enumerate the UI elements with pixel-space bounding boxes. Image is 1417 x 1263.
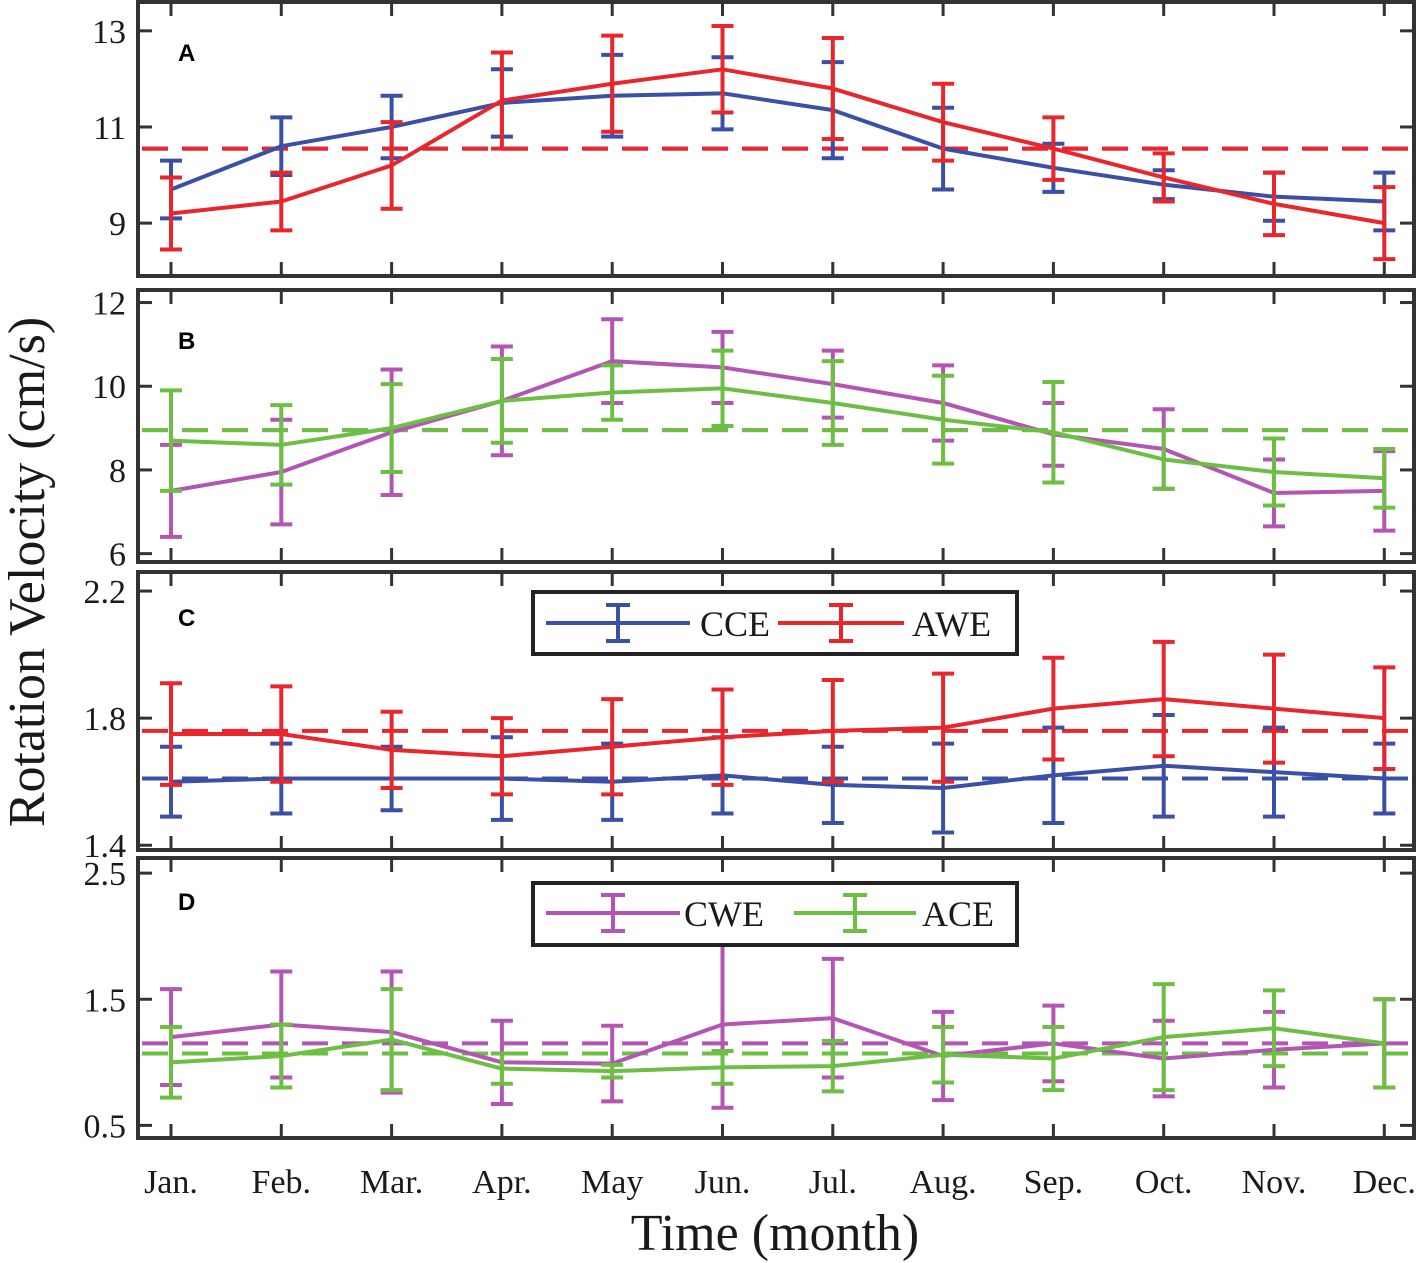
series-line-awe (170, 67, 1385, 226)
panel-a-x-ticks (169, 2, 1386, 276)
panel-d-plot-area (142, 939, 1410, 1110)
series-line-cwe (170, 1016, 1385, 1066)
series-line-awe (171, 697, 1385, 759)
x-axis-month-labels: Jan. Feb. Mar. Apr. May Jun. Jul. Aug. Sep. Oct. N… (144, 1164, 1416, 1201)
y-axis-title: Rotation Velocity (cm/s) (0, 317, 56, 827)
month-label: Sep. (1024, 1164, 1084, 1201)
month-label: Jun. (695, 1164, 751, 1201)
legend-cce-label: CCE (700, 604, 770, 644)
month-label: Mar. (360, 1164, 423, 1201)
series-line-cce (170, 91, 1385, 204)
panel-a-label: A (178, 40, 195, 67)
panel-b-ytick-label: 8 (109, 453, 126, 490)
panel-b-plot-area (142, 317, 1410, 539)
panel-a-ytick-label: 11 (93, 110, 126, 147)
legend-awe-label: AWE (912, 604, 991, 644)
month-label: Oct. (1135, 1164, 1193, 1201)
panel-b-y-axis: 6 8 10 12 (92, 286, 1414, 574)
panel-c-plot-area (142, 639, 1410, 835)
month-label: Aug. (910, 1164, 977, 1201)
panel-c: 1.4 1.8 2.2 C CCE AWE (84, 570, 1416, 865)
panel-c-label: C (178, 605, 195, 632)
panel-d-ytick-label: 0.5 (84, 1108, 127, 1145)
panel-b: 6 8 10 12 B (92, 286, 1416, 574)
panel-b-ytick-label: 10 (92, 369, 126, 406)
panel-a-frame (136, 0, 1416, 278)
month-label: Jul. (809, 1164, 857, 1201)
panel-d-y-axis: 0.5 1.5 2.5 (84, 856, 1414, 1145)
panel-d-x-ticks (169, 858, 1386, 1138)
panel-c-ytick-label: 1.8 (84, 701, 127, 738)
panel-b-x-ticks (169, 290, 1386, 562)
series-line-ace (170, 386, 1385, 481)
month-label: Feb. (252, 1164, 312, 1201)
month-label: Apr. (472, 1164, 532, 1201)
panel-a-ytick-label: 13 (92, 14, 126, 51)
panel-b-label: B (178, 328, 195, 355)
month-label: Nov. (1242, 1164, 1307, 1201)
panel-d: 0.5 1.5 2.5 D CWE ACE (84, 856, 1416, 1145)
legend-ace-label: ACE (922, 894, 994, 934)
series-line-cwe (170, 359, 1385, 495)
month-label: Dec. (1353, 1164, 1416, 1201)
panel-a-ytick-label: 9 (109, 206, 126, 243)
panel-a-y-axis: 9 11 13 (92, 14, 1414, 243)
panel-a-plot-area (142, 24, 1410, 262)
panel-c-ytick-label: 1.4 (84, 828, 127, 865)
panel-d-ytick-label: 1.5 (84, 982, 127, 1019)
panel-b-ytick-label: 12 (92, 286, 126, 323)
panel-c-ytick-label: 2.2 (84, 574, 127, 611)
legend-cwe-label: CWE (684, 894, 764, 934)
panel-d-label: D (178, 889, 195, 916)
series-line-cce (170, 763, 1385, 791)
panel-d-ytick-label: 2.5 (84, 856, 127, 893)
panel-c-x-ticks (169, 572, 1386, 850)
panel-b-frame (136, 288, 1416, 564)
panel-c-y-axis: 1.4 1.8 2.2 (84, 574, 1414, 865)
month-label: May (581, 1164, 643, 1201)
panel-c-legend: CCE AWE (531, 590, 1019, 656)
x-axis-title: Time (month) (631, 1205, 919, 1262)
panel-a: 9 11 13 A (92, 0, 1416, 278)
month-label: Jan. (144, 1164, 198, 1201)
series-line-ace (170, 1026, 1385, 1074)
panel-d-legend: CWE ACE (531, 881, 1019, 947)
panel-b-ytick-label: 6 (109, 537, 126, 574)
